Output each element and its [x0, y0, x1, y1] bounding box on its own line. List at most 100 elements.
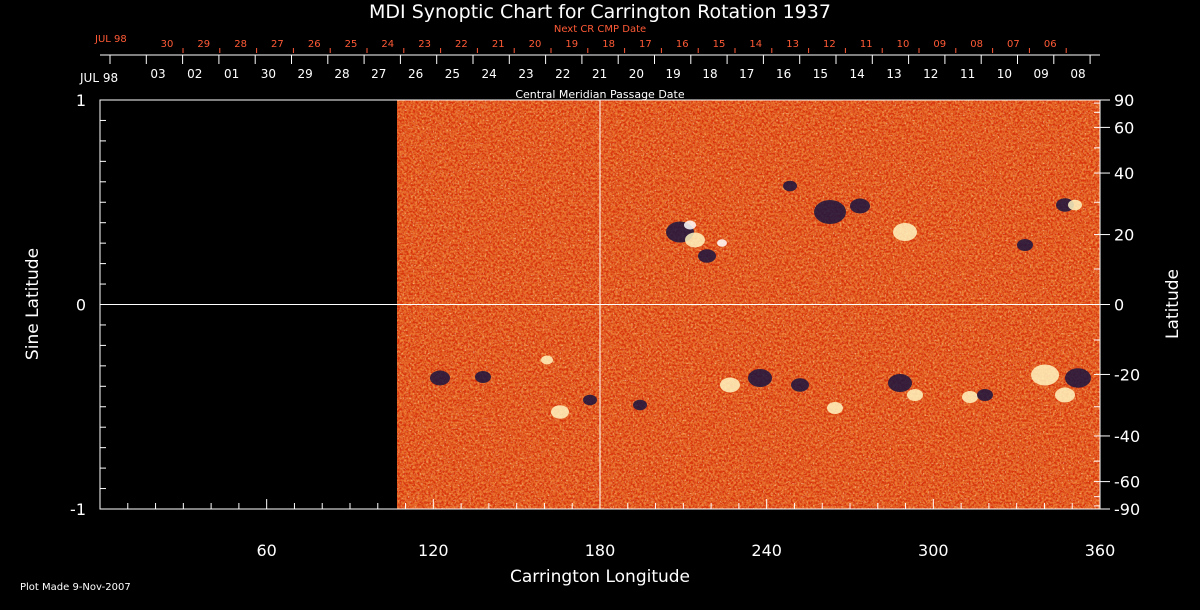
- next-cr-date-label: 10: [897, 39, 910, 50]
- next-cr-date-label: 16: [676, 39, 689, 50]
- cmp-date-label: 01: [224, 67, 239, 81]
- cmp-date-label: 24: [482, 67, 497, 81]
- y-right-tick-label: 0: [1114, 296, 1124, 315]
- active-regions: [430, 180, 1091, 419]
- next-cr-date-label: 11: [860, 39, 873, 50]
- x-tick-label: 300: [918, 541, 949, 560]
- cmp-date-label: 12: [923, 67, 938, 81]
- next-cr-date-label: 28: [234, 39, 247, 50]
- cmp-date-label: 08: [1070, 67, 1085, 81]
- cmp-date-label: 02: [187, 67, 202, 81]
- next-cr-date-label: 14: [749, 39, 762, 50]
- left-sine-latitude-axis: 1 0 -1: [70, 91, 110, 519]
- next-cr-date-label: 07: [1007, 39, 1020, 50]
- x-tick-label: 360: [1085, 541, 1116, 560]
- cmp-date-label: 19: [666, 67, 681, 81]
- y-left-tick-label: 1: [76, 91, 86, 110]
- chart-title: MDI Synoptic Chart for Carrington Rotati…: [369, 1, 831, 23]
- cmp-date-label: 03: [150, 67, 165, 81]
- active-region: [783, 180, 797, 192]
- active-region: [850, 198, 870, 214]
- next-cr-date-label: 25: [345, 39, 358, 50]
- cmp-date-labels: 03 02 01 30 29 28 27 26 25 24 23 22 21 20 19 18 17 16 15 14…: [150, 67, 1085, 81]
- active-region: [1055, 387, 1075, 403]
- next-cr-date-label: 12: [823, 39, 836, 50]
- cmp-date-label: 10: [997, 67, 1012, 81]
- right-axis-label: Latitude: [1163, 269, 1183, 339]
- cmp-date-label: 15: [813, 67, 828, 81]
- cmp-date-label: 28: [334, 67, 349, 81]
- next-cr-axis-label: Next CR CMP Date: [554, 24, 646, 35]
- next-cr-date-label: 29: [197, 39, 210, 50]
- y-right-tick-label: -60: [1114, 473, 1140, 492]
- y-left-tick-label: 0: [76, 296, 86, 315]
- cmp-date-label: 17: [739, 67, 754, 81]
- cmp-date-label: 18: [702, 67, 717, 81]
- cmp-date-label: 20: [629, 67, 644, 81]
- active-region: [888, 374, 912, 392]
- next-cr-month-label: JUL 98: [94, 34, 127, 45]
- next-cr-date-label: 22: [455, 39, 468, 50]
- cmp-date-label: 13: [886, 67, 901, 81]
- top-month-label: JUL 98: [79, 71, 118, 85]
- y-right-tick-label: 20: [1114, 226, 1134, 245]
- y-right-tick-label: 40: [1114, 164, 1134, 183]
- active-region: [977, 389, 993, 401]
- x-tick-label: 240: [751, 541, 782, 560]
- y-right-tick-label: 90: [1114, 91, 1134, 110]
- y-right-tick-label: 60: [1114, 118, 1134, 137]
- active-region: [1031, 364, 1059, 386]
- next-cr-date-label: 20: [529, 39, 542, 50]
- active-region: [1017, 239, 1033, 251]
- cmp-date-label: 29: [298, 67, 313, 81]
- cmp-date-label: 30: [261, 67, 276, 81]
- active-region: [791, 378, 809, 392]
- active-region: [1056, 198, 1074, 212]
- next-cr-date-label: 23: [418, 39, 431, 50]
- active-region: [1068, 199, 1082, 211]
- next-cr-date-label: 30: [161, 39, 174, 50]
- active-region: [748, 369, 772, 387]
- plot-made-note: Plot Made 9-Nov-2007: [20, 582, 131, 593]
- x-tick-label: 180: [585, 541, 616, 560]
- active-region: [633, 399, 647, 411]
- bottom-longitude-axis: 60 120 180 240 300 360: [127, 499, 1116, 560]
- active-region: [717, 239, 727, 247]
- cmp-date-label: 26: [408, 67, 423, 81]
- next-cr-date-label: 24: [381, 39, 394, 50]
- cmp-date-label: 22: [555, 67, 570, 81]
- next-cr-date-ticks: 30 29 28 27 26 25 24 23 22 21 20 19 18 17 16 15 14 13 12 11…: [161, 39, 1067, 53]
- active-region: [541, 355, 553, 365]
- cmp-date-label: 11: [960, 67, 975, 81]
- next-cr-date-label: 17: [639, 39, 652, 50]
- next-cr-date-label: 08: [970, 39, 983, 50]
- top-axis-ticks: [109, 55, 1091, 64]
- y-right-tick-label: -40: [1114, 427, 1140, 446]
- next-cr-date-label: 18: [602, 39, 615, 50]
- cmp-date-label: 16: [776, 67, 791, 81]
- next-cr-date-label: 21: [492, 39, 505, 50]
- cmp-axis-label: Central Meridian Passage Date: [515, 88, 684, 101]
- active-region: [1065, 368, 1091, 388]
- active-region: [430, 370, 450, 386]
- active-region: [684, 220, 696, 230]
- x-tick-label: 60: [256, 541, 276, 560]
- next-cr-date-label: 09: [933, 39, 946, 50]
- cmp-date-label: 23: [518, 67, 533, 81]
- next-cr-date-label: 15: [713, 39, 726, 50]
- right-latitude-axis: 90 60 40 20 0 -20 -40 -60 -90: [1094, 91, 1140, 519]
- next-cr-date-label: 26: [308, 39, 321, 50]
- next-cr-date-label: 06: [1044, 39, 1057, 50]
- cmp-date-label: 14: [850, 67, 865, 81]
- y-right-tick-label: -20: [1114, 365, 1140, 384]
- cmp-date-label: 27: [371, 67, 386, 81]
- active-region: [962, 391, 978, 403]
- cmp-date-label: 09: [1034, 67, 1049, 81]
- active-region: [814, 200, 846, 224]
- active-region: [685, 232, 705, 248]
- y-left-tick-label: -1: [70, 500, 86, 519]
- x-axis-label: Carrington Longitude: [510, 567, 690, 587]
- active-region: [827, 402, 843, 414]
- plot-area: [99, 99, 1101, 510]
